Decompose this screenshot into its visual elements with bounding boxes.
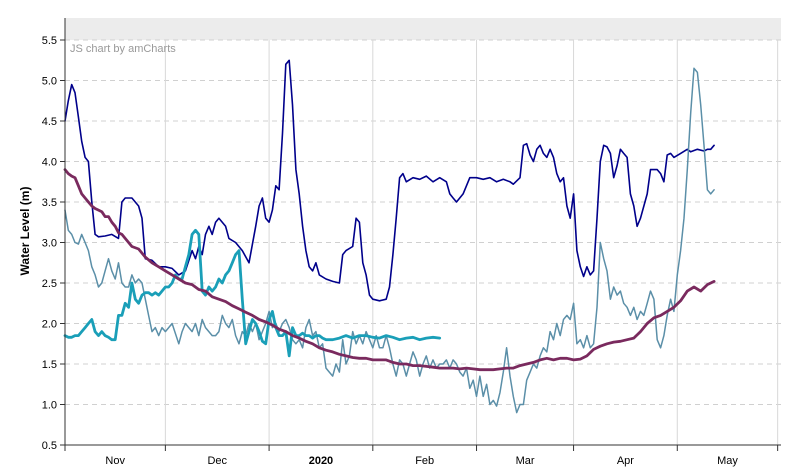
y-tick-label: 2.0 bbox=[42, 319, 57, 331]
y-tick-label: 1.0 bbox=[42, 400, 57, 412]
y-tick-label: 4.0 bbox=[42, 157, 57, 169]
x-tick-label: May bbox=[717, 455, 738, 467]
series-line-3[interactable] bbox=[63, 228, 442, 358]
y-tick-label: 1.5 bbox=[42, 359, 57, 371]
y-tick-label: 0.5 bbox=[42, 440, 57, 452]
series-line-4[interactable] bbox=[63, 168, 716, 372]
y-tick-label: 3.0 bbox=[42, 238, 57, 250]
y-tick-label: 3.5 bbox=[42, 197, 57, 209]
x-tick-label: Dec bbox=[207, 455, 227, 467]
chart-header-band bbox=[65, 18, 781, 40]
x-tick-label: Nov bbox=[105, 455, 125, 467]
x-tick-label: 2020 bbox=[309, 455, 333, 467]
x-tick-label: Feb bbox=[415, 455, 434, 467]
y-tick-label: 4.5 bbox=[42, 116, 57, 128]
y-tick-label: 5.5 bbox=[42, 35, 57, 47]
y-tick-label: 2.5 bbox=[42, 278, 57, 290]
x-tick-label: Mar bbox=[516, 455, 535, 467]
series-line-2[interactable] bbox=[64, 67, 715, 414]
plot-background bbox=[65, 18, 781, 445]
x-tick-label: Apr bbox=[617, 455, 634, 467]
y-tick-layer: 0.5 1.0 1.5 2.0 2.5 3.0 3.5 4.0 4.5 5.0 5.5 bbox=[42, 35, 65, 452]
series-layer bbox=[63, 59, 716, 414]
chart-credit[interactable]: JS chart by amCharts bbox=[70, 43, 176, 55]
x-tick-layer: Nov Dec 2020 Feb Mar Apr May bbox=[64, 445, 779, 467]
y-axis-title: Water Level (m) bbox=[18, 187, 32, 276]
y-tick-label: 5.0 bbox=[42, 76, 57, 88]
